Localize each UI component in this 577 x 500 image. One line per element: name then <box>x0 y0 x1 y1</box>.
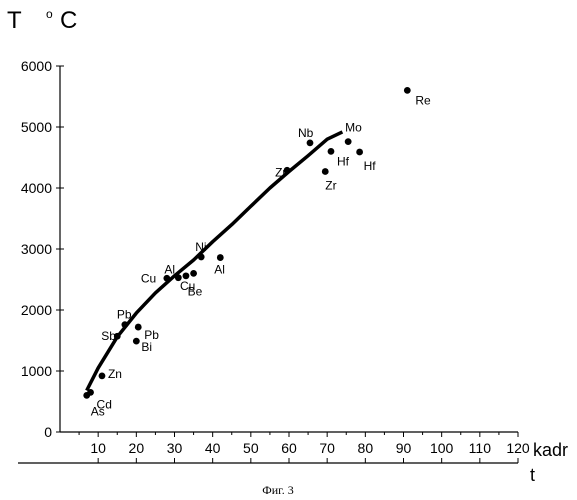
y-axis-title-superscript: o <box>46 7 53 21</box>
x-tick-label: 110 <box>469 440 492 456</box>
data-point-zn <box>99 372 106 379</box>
x-tick-label: 20 <box>129 440 145 456</box>
x-tick-label: 80 <box>358 440 374 456</box>
fit-line <box>87 132 343 391</box>
point-label-nb: Nb <box>298 126 314 140</box>
x-tick-label: 90 <box>396 440 412 456</box>
point-label-zn: Zn <box>108 367 122 381</box>
point-labels-group: AsCdZnSbPbBiPbCuAlCuBeNiAlZrNbZrHfMoHfRe <box>91 93 431 418</box>
y-tick-label: 3000 <box>21 241 52 257</box>
y-tick-label: 1000 <box>21 363 52 379</box>
y-axis-title-unit: C <box>60 7 77 34</box>
x-tick-label: 120 <box>506 440 530 456</box>
data-point-pb <box>135 324 142 331</box>
point-label-zr: Zr <box>275 165 286 179</box>
point-label-cd: Cd <box>97 397 112 411</box>
point-label-pb: Pb <box>117 308 132 322</box>
fit-line-group <box>87 132 343 391</box>
data-point-ni <box>198 254 205 261</box>
x-tick-label: 70 <box>319 440 335 456</box>
x-tick-label: 30 <box>167 440 183 456</box>
x-tick-label: 50 <box>243 440 259 456</box>
y-axis-title: T <box>7 7 22 34</box>
data-point-hf <box>328 148 335 155</box>
x-tick-label: 40 <box>205 440 221 456</box>
point-label-sb: Sb <box>101 329 116 343</box>
y-tick-label: 4000 <box>21 180 52 196</box>
y-tick-label: 6000 <box>21 58 52 74</box>
secondary-axis-title: t <box>530 465 535 485</box>
point-label-re: Re <box>415 93 431 107</box>
data-point-al <box>217 254 224 261</box>
data-point-cd <box>87 389 94 396</box>
figure-caption: Фиг. 3 <box>262 483 293 497</box>
x-axis-title: kadr <box>533 440 568 460</box>
data-point-mo <box>345 138 352 145</box>
data-point-nb <box>307 139 314 146</box>
point-label-hf: Hf <box>337 154 350 168</box>
data-point-pb <box>121 321 128 328</box>
data-point-hf <box>356 149 363 156</box>
y-tick-label: 0 <box>44 424 52 440</box>
point-label-hf: Hf <box>364 159 377 173</box>
point-label-mo: Mo <box>345 121 362 135</box>
y-tick-label: 2000 <box>21 302 52 318</box>
x-tick-label: 60 <box>281 440 297 456</box>
data-point-re <box>404 87 411 94</box>
point-label-al: Al <box>164 263 175 277</box>
data-point-bi <box>133 338 140 345</box>
x-tick-label: 10 <box>90 440 106 456</box>
point-label-be: Be <box>188 284 203 298</box>
point-label-zr: Zr <box>325 179 336 193</box>
point-label-ni: Ni <box>195 240 206 254</box>
point-label-bi: Bi <box>141 340 152 354</box>
point-label-pb: Pb <box>144 328 159 342</box>
point-label-cu: Cu <box>141 271 156 285</box>
point-label-al: Al <box>214 263 225 277</box>
y-tick-label: 5000 <box>21 119 52 135</box>
data-point-be <box>190 270 197 277</box>
titles-group: T o C kadr t Фиг. 3 <box>7 7 568 497</box>
data-point-zr <box>322 168 329 175</box>
x-tick-label: 100 <box>430 440 454 456</box>
